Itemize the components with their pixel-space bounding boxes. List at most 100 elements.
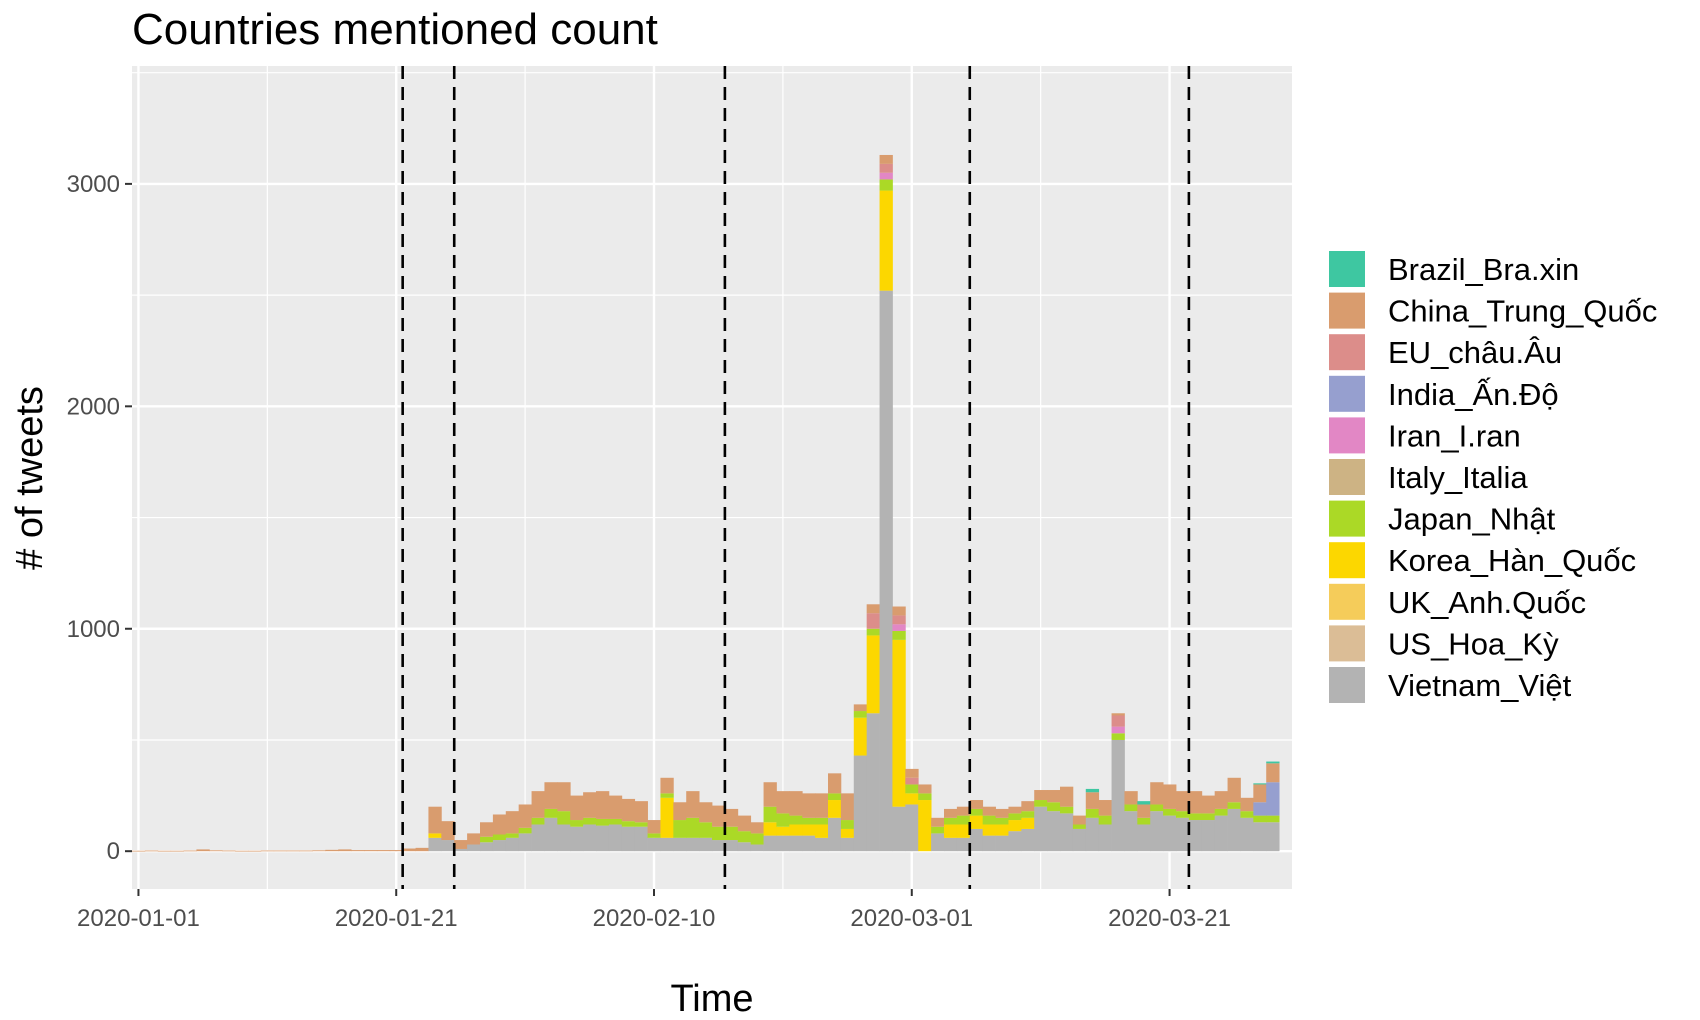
reference-lines [401, 66, 1191, 889]
bar-segment [441, 840, 455, 852]
bar-segment [879, 163, 893, 173]
bar-segment [1176, 791, 1190, 812]
bar-segment [1266, 763, 1280, 783]
bar-segment [750, 833, 764, 845]
bar-segment [660, 793, 674, 798]
bar-segment [866, 628, 880, 636]
bar-segment [1188, 813, 1203, 821]
bar-segment [763, 835, 777, 852]
bar-segment [1098, 815, 1112, 825]
bar-segment [737, 815, 752, 832]
legend-key [1329, 459, 1365, 495]
bar-segment [505, 811, 520, 834]
bars [132, 154, 1280, 852]
bar-segment [724, 808, 739, 827]
bar-segment [1021, 817, 1035, 829]
bar-segment [1085, 792, 1100, 809]
bar-segment [1072, 824, 1087, 829]
legend: Brazil_Bra.xin China_Trung_Quốc EU_châu.Âu… [1329, 251, 1657, 703]
bar-segment [724, 840, 739, 852]
bar-segment [415, 847, 429, 852]
legend-key [1329, 542, 1365, 579]
bar-segment [1034, 806, 1048, 852]
bar-segment [1176, 817, 1190, 852]
bar-segment [608, 824, 623, 852]
bar-segment [712, 805, 726, 827]
bar-segment [338, 849, 352, 852]
bar-segment [1021, 828, 1035, 852]
bar-segment [892, 615, 906, 625]
bar-segment [1240, 811, 1254, 818]
bar-segment [505, 833, 520, 838]
bar-segment [969, 828, 984, 852]
bar-segment [750, 822, 764, 834]
bar-segment [1060, 786, 1074, 807]
bar-segment [1137, 804, 1151, 818]
bar-segment [944, 837, 958, 852]
y-tick-label: 2000 [67, 393, 120, 420]
bar-segment [1098, 824, 1112, 852]
bar-segment [982, 824, 996, 836]
bar-segment [866, 604, 880, 614]
x-tick-label: 2020-01-21 [335, 905, 458, 932]
bar-segment [183, 850, 197, 852]
bar-segment [815, 817, 829, 825]
bar-segment [866, 635, 880, 714]
bar-segment [583, 824, 597, 852]
bar-segment [376, 850, 391, 852]
bar-segment [789, 835, 803, 852]
legend-label: Iran_I.ran [1388, 418, 1521, 453]
bar-segment [544, 808, 558, 818]
bar-segment [222, 850, 236, 852]
bar-segment [879, 179, 893, 191]
bar-segment [866, 613, 880, 629]
bar-segment [1253, 822, 1267, 852]
bar-segment [402, 848, 416, 852]
bar-segment [634, 826, 648, 852]
bar-segment [956, 837, 971, 852]
bar-segment [892, 806, 906, 852]
bar-segment [944, 817, 958, 825]
plot-panel [132, 66, 1292, 889]
x-axis: 2020-01-01 2020-01-21 2020-02-10 2020-03-01… [77, 889, 1231, 932]
bar-segment [931, 826, 945, 834]
bar-segment [299, 850, 313, 852]
bar-segment [1111, 715, 1125, 727]
x-tick-label: 2020-01-01 [77, 905, 200, 932]
bar-segment [144, 850, 159, 852]
bar-segment [776, 835, 790, 852]
bar-segment [196, 849, 210, 852]
legend-label: UK_Anh.Quốc [1388, 585, 1586, 620]
bar-segment [1098, 800, 1112, 816]
bar-segment [969, 808, 984, 816]
bar-segment [944, 808, 958, 818]
bar-segment [763, 782, 777, 807]
bar-segment [1111, 733, 1125, 740]
bar-segment [608, 818, 623, 825]
bar-segment [531, 791, 545, 818]
bar-segment [982, 815, 996, 825]
bar-segment [995, 808, 1009, 818]
bar-segment [596, 818, 610, 826]
bar-segment [956, 815, 971, 825]
bar-segment [956, 806, 971, 816]
bar-segment [944, 824, 958, 838]
legend-key [1329, 667, 1365, 703]
bar-segment [492, 834, 507, 841]
bar-segment [1201, 795, 1216, 814]
x-axis-title: Time [670, 978, 753, 1020]
bar-segment [1240, 797, 1254, 812]
legend-label: Brazil_Bra.xin [1388, 252, 1579, 287]
bar-segment [879, 154, 893, 164]
bar-segment [737, 842, 752, 852]
bar-segment [570, 795, 584, 821]
bar-segment [1227, 777, 1241, 803]
bar-segment [364, 850, 378, 852]
bar-segment [454, 848, 468, 852]
bar-segment [1150, 811, 1164, 852]
bar-segment [840, 793, 855, 821]
bar-segment [931, 833, 945, 852]
bar-segment [1124, 804, 1138, 812]
bar-segment [1266, 761, 1280, 764]
